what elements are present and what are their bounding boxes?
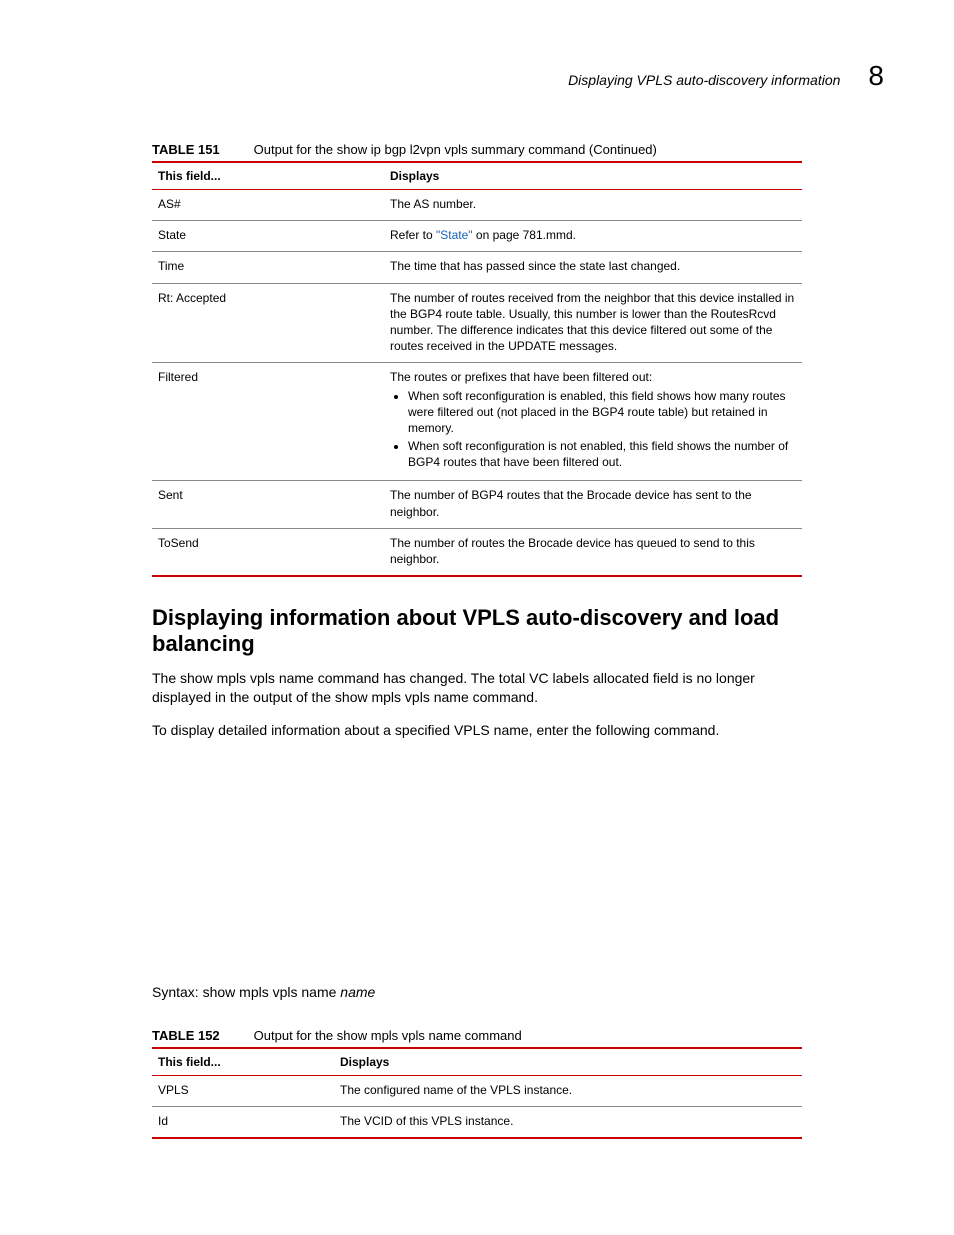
table-152-col-displays: Displays: [334, 1048, 802, 1076]
cell-desc: The VCID of this VPLS instance.: [334, 1107, 802, 1139]
cell-field: State: [152, 221, 384, 252]
table-151: TABLE 151 Output for the show ip bgp l2v…: [152, 142, 802, 577]
table-152: TABLE 152 Output for the show mpls vpls …: [152, 1028, 802, 1139]
text: Refer to: [390, 228, 436, 242]
table-row: Time The time that has passed since the …: [152, 252, 802, 283]
cell-field: Sent: [152, 481, 384, 528]
cell-desc: The number of routes the Brocade device …: [384, 528, 802, 576]
table-152-col-field: This field...: [152, 1048, 334, 1076]
bullet: When soft reconfiguration is enabled, th…: [408, 388, 796, 437]
table-row: Id The VCID of this VPLS instance.: [152, 1107, 802, 1139]
cell-field: VPLS: [152, 1075, 334, 1106]
table-152-title: Output for the show mpls vpls name comma…: [254, 1028, 522, 1043]
section-p1: The show mpls vpls name command has chan…: [152, 669, 802, 707]
syntax-arg: name: [340, 984, 375, 1000]
cell-desc: The number of BGP4 routes that the Broca…: [384, 481, 802, 528]
page: Displaying VPLS auto-discovery informati…: [0, 0, 954, 1179]
table-151-grid: This field... Displays AS# The AS number…: [152, 161, 802, 577]
table-row: Filtered The routes or prefixes that hav…: [152, 363, 802, 481]
table-row: VPLS The configured name of the VPLS ins…: [152, 1075, 802, 1106]
table-row: Sent The number of BGP4 routes that the …: [152, 481, 802, 528]
table-row: AS# The AS number.: [152, 190, 802, 221]
text: on page 781.mmd.: [473, 228, 576, 242]
cell-desc: The time that has passed since the state…: [384, 252, 802, 283]
cell-desc: The AS number.: [384, 190, 802, 221]
table-151-caption: TABLE 151 Output for the show ip bgp l2v…: [152, 142, 802, 157]
filtered-lead: The routes or prefixes that have been fi…: [390, 369, 796, 385]
cell-desc: The number of routes received from the n…: [384, 283, 802, 363]
table-151-label: TABLE 151: [152, 142, 220, 157]
table-151-col-displays: Displays: [384, 162, 802, 190]
syntax-text: Syntax: show mpls vpls name: [152, 984, 340, 1000]
cell-field: Time: [152, 252, 384, 283]
cell-desc: The routes or prefixes that have been fi…: [384, 363, 802, 481]
table-151-col-field: This field...: [152, 162, 384, 190]
cell-field: Filtered: [152, 363, 384, 481]
section-p2: To display detailed information about a …: [152, 721, 802, 740]
table-row: ToSend The number of routes the Brocade …: [152, 528, 802, 576]
example-placeholder: [152, 754, 802, 984]
cell-desc: The configured name of the VPLS instance…: [334, 1075, 802, 1106]
running-header-title: Displaying VPLS auto-discovery informati…: [568, 72, 840, 88]
chapter-number: 8: [868, 60, 884, 92]
filtered-bullets: When soft reconfiguration is enabled, th…: [390, 388, 796, 471]
cell-field: AS#: [152, 190, 384, 221]
cell-field: ToSend: [152, 528, 384, 576]
bullet: When soft reconfiguration is not enabled…: [408, 438, 796, 470]
table-row: State Refer to "State" on page 781.mmd.: [152, 221, 802, 252]
cell-desc: Refer to "State" on page 781.mmd.: [384, 221, 802, 252]
section-body: Displaying information about VPLS auto-d…: [152, 605, 802, 1000]
cell-field: Rt: Accepted: [152, 283, 384, 363]
table-row: Rt: Accepted The number of routes receiv…: [152, 283, 802, 363]
table-151-title: Output for the show ip bgp l2vpn vpls su…: [254, 142, 657, 157]
syntax-line: Syntax: show mpls vpls name name: [152, 984, 802, 1000]
table-152-caption: TABLE 152 Output for the show mpls vpls …: [152, 1028, 802, 1043]
cell-field: Id: [152, 1107, 334, 1139]
table-152-grid: This field... Displays VPLS The configur…: [152, 1047, 802, 1139]
state-link[interactable]: "State": [436, 228, 473, 242]
running-header: Displaying VPLS auto-discovery informati…: [70, 60, 884, 92]
table-152-label: TABLE 152: [152, 1028, 220, 1043]
section-heading: Displaying information about VPLS auto-d…: [152, 605, 802, 657]
